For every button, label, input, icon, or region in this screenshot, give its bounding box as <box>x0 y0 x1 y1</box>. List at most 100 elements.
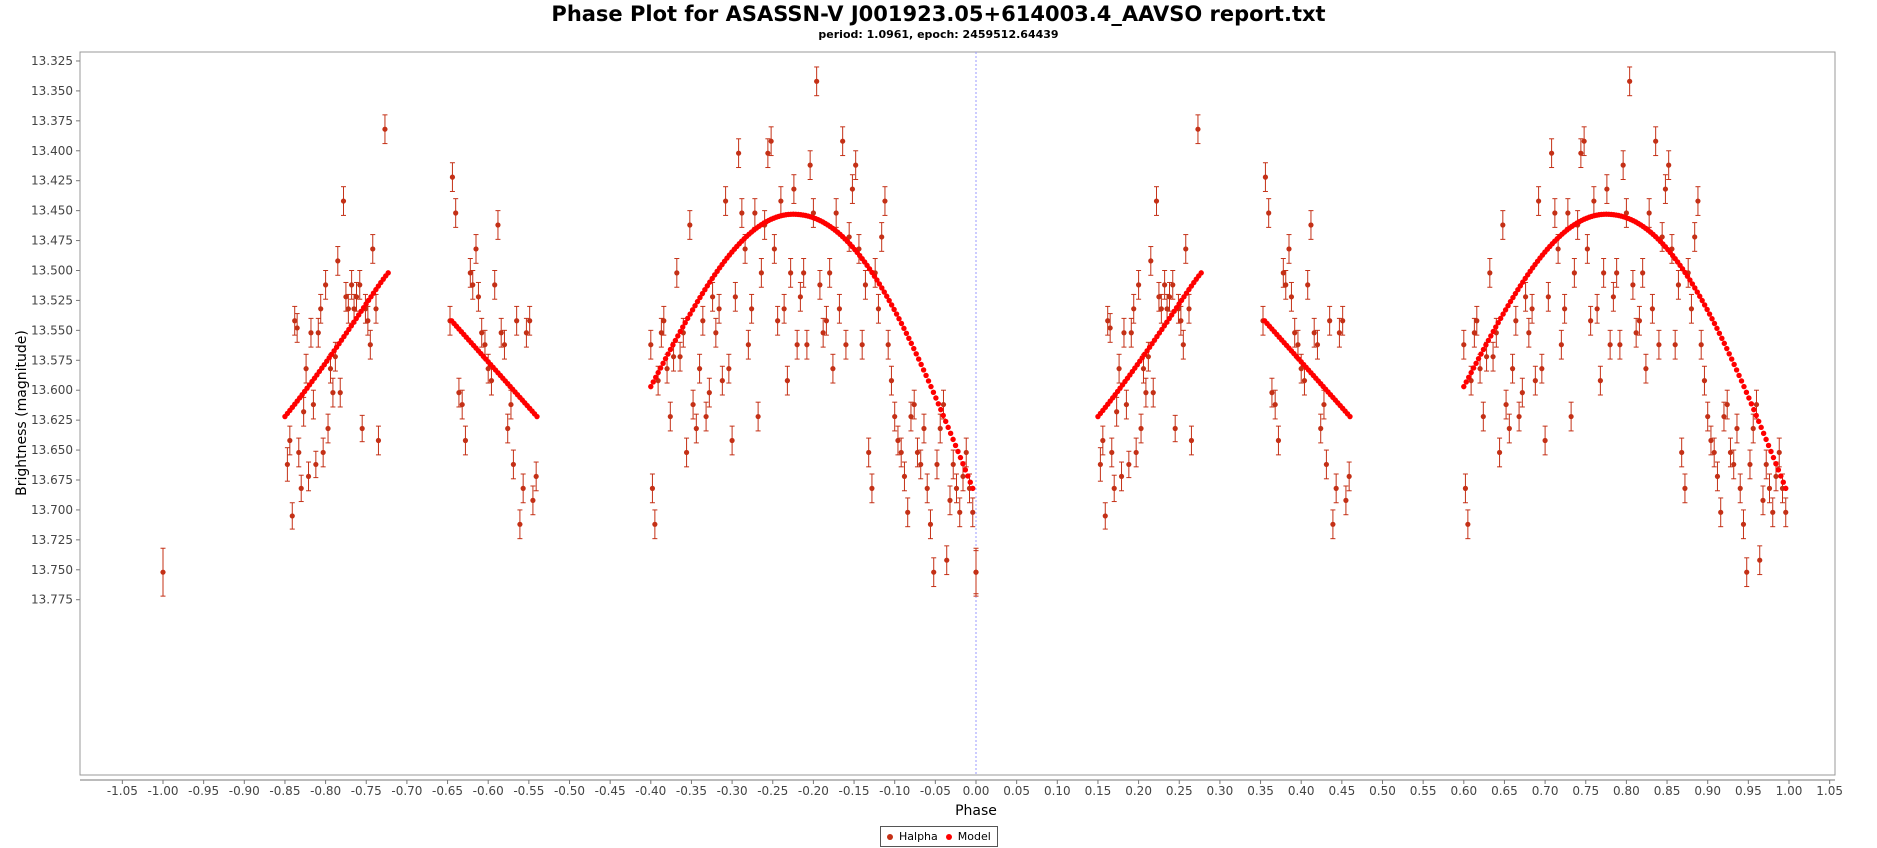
data-point <box>1682 485 1688 491</box>
legend-item-halpha: Halpha <box>887 830 938 843</box>
model-point <box>1748 401 1755 407</box>
data-point <box>649 485 656 491</box>
model-point <box>1478 351 1484 357</box>
data-point <box>1305 282 1311 288</box>
data-point <box>690 401 696 408</box>
data-point <box>473 246 479 252</box>
data-point <box>1747 461 1753 468</box>
data-point <box>349 282 355 288</box>
x-tick-label: -0.65 <box>432 784 463 798</box>
data-point <box>1164 306 1170 312</box>
data-point <box>1623 210 1629 216</box>
x-axis-label: Phase <box>955 803 997 819</box>
data-point <box>1679 449 1685 456</box>
data-point <box>1465 521 1471 527</box>
data-point <box>1721 413 1727 420</box>
model-point <box>933 395 939 401</box>
model-point <box>702 287 708 293</box>
data-point <box>1617 342 1623 348</box>
x-tick-label: 0.45 <box>1328 784 1355 798</box>
data-point <box>661 318 667 324</box>
x-tick-label: 0.85 <box>1654 784 1681 798</box>
data-point <box>752 210 758 216</box>
data-point <box>1340 318 1346 324</box>
model-point <box>1721 340 1728 347</box>
data-point <box>1633 330 1639 336</box>
model-point <box>1502 307 1509 313</box>
data-point <box>357 282 363 288</box>
x-tick-label: 0.10 <box>1044 784 1071 798</box>
data-point <box>1526 330 1532 336</box>
data-point <box>1461 342 1467 348</box>
data-point <box>677 354 683 360</box>
data-point <box>330 390 336 396</box>
data-point <box>1522 294 1529 300</box>
data-point <box>953 485 960 491</box>
data-point <box>1620 162 1626 168</box>
data-point <box>325 425 331 432</box>
model-point <box>1488 333 1494 339</box>
data-point <box>1604 186 1610 192</box>
data-point <box>1143 390 1149 396</box>
y-tick-label: 13.325 <box>31 54 73 68</box>
data-point <box>1266 210 1272 216</box>
data-point <box>373 306 379 312</box>
model-point <box>650 379 656 385</box>
data-point <box>498 330 504 336</box>
data-point <box>1724 401 1730 408</box>
data-point <box>1705 413 1711 420</box>
model-point <box>1711 320 1718 327</box>
plot-area <box>79 51 1836 776</box>
model-point <box>1473 360 1479 367</box>
model-point <box>1505 303 1511 309</box>
data-point <box>1330 521 1336 527</box>
data-point <box>1737 485 1743 491</box>
data-point <box>1131 306 1137 312</box>
data-point <box>296 449 302 456</box>
data-point <box>301 409 307 415</box>
model-point <box>871 273 878 279</box>
data-point <box>709 294 716 300</box>
x-axis: -1.05 -1.00 -0.95 -0.90 -0.85 -0.80 -0.75 -0.70… <box>80 779 1843 798</box>
model-point <box>1480 346 1487 353</box>
data-point <box>1727 449 1734 456</box>
data-point <box>1731 461 1737 468</box>
data-point <box>1646 210 1652 216</box>
data-point <box>937 425 943 432</box>
data-point <box>1698 342 1704 348</box>
data-point <box>739 210 745 216</box>
model-point <box>1483 342 1489 348</box>
data-point <box>683 449 690 456</box>
data-point <box>960 473 966 480</box>
data-point <box>467 270 473 276</box>
x-tick-label: -0.45 <box>595 784 626 798</box>
model-point <box>1466 374 1472 380</box>
data-point <box>807 162 813 168</box>
data-point <box>869 485 875 491</box>
data-point <box>911 401 917 408</box>
model-point <box>687 311 693 317</box>
data-point <box>1692 234 1698 240</box>
model-point <box>928 383 934 390</box>
x-tick-label: 0.60 <box>1450 784 1477 798</box>
data-point <box>797 294 803 300</box>
data-point <box>375 437 382 444</box>
data-point <box>713 330 719 336</box>
data-point <box>879 234 885 240</box>
data-point <box>1170 282 1176 288</box>
model-point <box>920 367 927 373</box>
data-point <box>1565 210 1571 216</box>
data-point <box>924 485 930 491</box>
data-point <box>892 413 898 420</box>
data-point <box>908 413 914 420</box>
model-point <box>1756 418 1762 425</box>
data-point <box>1462 485 1469 491</box>
data-point <box>1714 473 1721 480</box>
data-point <box>479 330 485 336</box>
data-point <box>859 342 865 348</box>
data-point <box>1487 270 1493 276</box>
data-point <box>1549 150 1555 156</box>
data-point <box>1471 330 1477 336</box>
data-point <box>667 413 673 420</box>
data-point <box>1500 222 1506 228</box>
